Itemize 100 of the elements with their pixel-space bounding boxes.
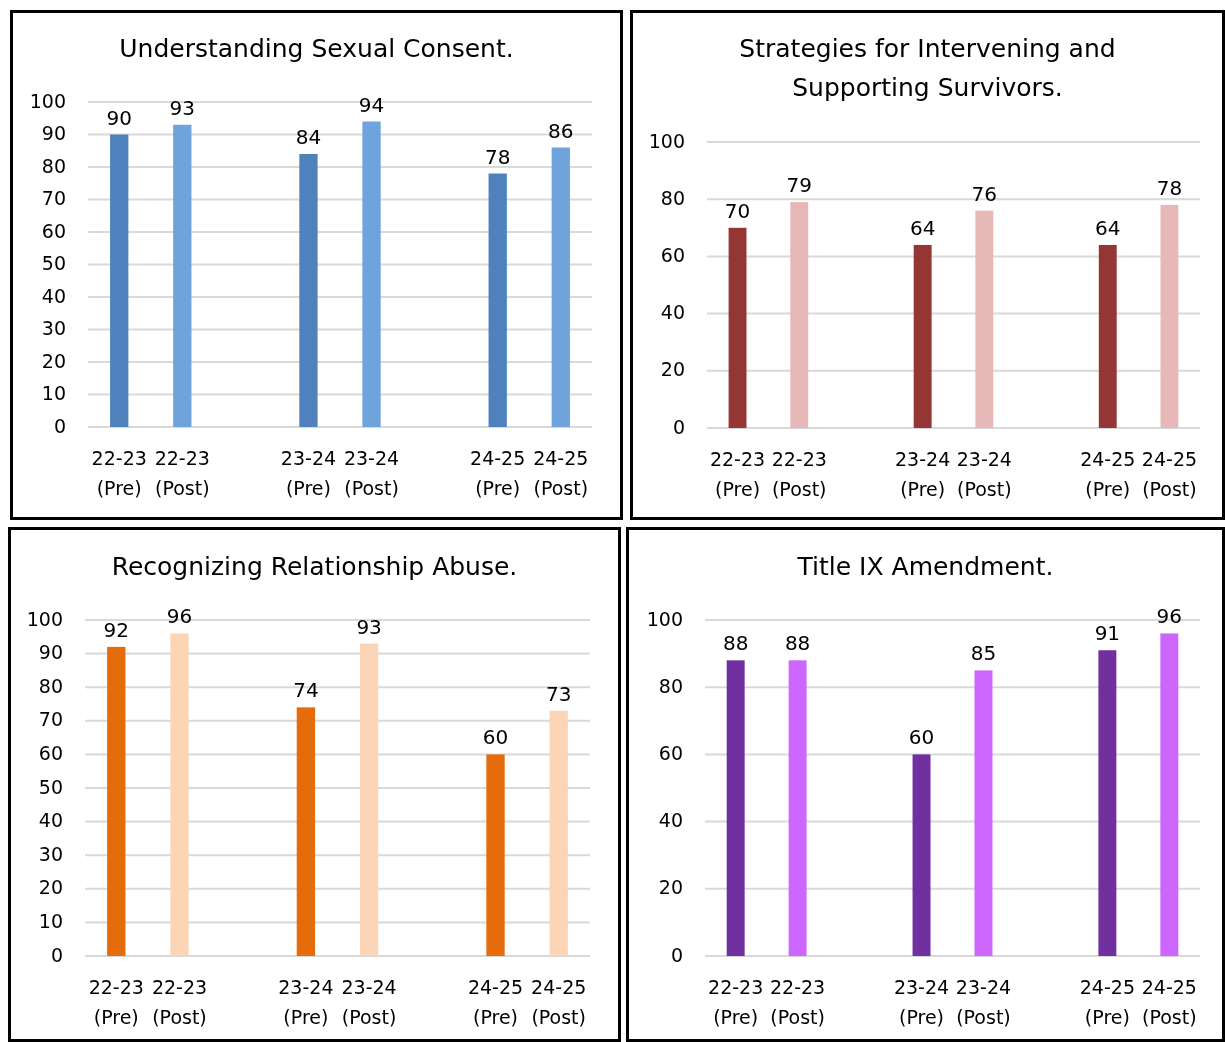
y-tick-label: 20 — [658, 876, 683, 899]
y-tick-label: 30 — [41, 317, 66, 339]
data-label: 93 — [356, 614, 382, 639]
data-label: 64 — [909, 215, 936, 240]
y-tick-label: 0 — [672, 415, 685, 438]
bar — [913, 244, 932, 428]
data-label: 90 — [106, 105, 132, 130]
y-tick-label: 0 — [53, 414, 66, 437]
data-label: 64 — [1095, 215, 1121, 240]
y-tick-label: 40 — [660, 301, 685, 324]
y-tick-label: 80 — [658, 674, 683, 697]
x-tick-label: 22-23 (Post) — [154, 447, 210, 499]
data-label: 79 — [786, 173, 812, 198]
data-label: 70 — [724, 198, 751, 223]
data-label: 76 — [971, 181, 998, 206]
y-tick-label: 100 — [26, 607, 63, 630]
x-tick-label: 22-23 (Pre) — [88, 976, 144, 1028]
bar — [549, 710, 568, 956]
y-tick-label: 100 — [646, 607, 683, 630]
x-tick-label: 23-24 (Post) — [341, 976, 397, 1028]
y-tick-label: 100 — [29, 89, 66, 112]
y-tick-label: 80 — [660, 186, 685, 209]
data-label: 73 — [545, 681, 572, 706]
y-tick-label: 0 — [50, 943, 63, 966]
x-tick-label: 23-24 (Pre) — [895, 448, 951, 500]
y-tick-label: 50 — [41, 252, 66, 274]
bar — [296, 707, 316, 956]
bar — [362, 121, 381, 427]
bar — [726, 660, 745, 956]
data-label: 88 — [784, 631, 811, 656]
bar — [788, 660, 807, 956]
data-label: 60 — [908, 725, 935, 750]
y-tick-label: 0 — [670, 943, 683, 966]
y-tick-label: 70 — [41, 187, 66, 209]
y-tick-label: 50 — [38, 775, 63, 798]
bar — [1160, 633, 1179, 956]
data-label: 91 — [1094, 621, 1121, 646]
bar — [1098, 650, 1117, 956]
y-tick-label: 20 — [41, 349, 66, 372]
x-tick-label: 22-23 (Post) — [151, 976, 208, 1028]
bar — [1160, 204, 1179, 428]
bar — [486, 754, 505, 956]
x-tick-label: 24-25 (Post) — [531, 976, 587, 1028]
data-label: 86 — [548, 118, 574, 143]
bar — [299, 154, 318, 427]
x-tick-label: 23-24 (Pre) — [280, 447, 337, 499]
x-tick-label: 24-25 (Pre) — [1080, 448, 1136, 500]
y-tick-label: 80 — [38, 674, 63, 697]
x-tick-label: 22-23 (Pre) — [91, 447, 147, 499]
data-label: 74 — [293, 678, 319, 703]
y-tick-label: 100 — [648, 129, 685, 152]
y-tick-label: 10 — [38, 909, 63, 932]
bar — [974, 670, 993, 956]
data-label: 93 — [169, 95, 196, 120]
bar — [728, 227, 747, 428]
data-label: 96 — [166, 604, 193, 629]
bar — [488, 173, 507, 427]
x-tick-label: 23-24 (Pre) — [893, 976, 950, 1028]
bar — [790, 202, 809, 428]
y-tick-label: 80 — [41, 154, 66, 177]
x-tick-label: 24-25 (Pre) — [1079, 976, 1135, 1028]
x-tick-label: 23-24 (Pre) — [278, 976, 334, 1028]
chart-title: Understanding Sexual Consent. — [119, 34, 514, 63]
y-tick-label: 60 — [660, 243, 685, 266]
x-tick-label: 22-23 (Post) — [771, 448, 827, 500]
x-tick-label: 23-24 (Post) — [343, 447, 400, 499]
y-tick-label: 20 — [660, 358, 685, 381]
data-label: 84 — [295, 125, 322, 149]
chart-title: Recognizing Relationship Abuse. — [111, 552, 518, 581]
bar — [551, 147, 570, 427]
bar — [107, 646, 126, 956]
bar — [912, 754, 931, 956]
bar — [110, 134, 129, 427]
chart-title: Strategies for Intervening and Supporting Survivors. — [739, 34, 1116, 102]
data-label: 78 — [484, 144, 511, 169]
data-label: 92 — [103, 617, 130, 642]
bar — [170, 633, 189, 956]
y-tick-label: 30 — [38, 842, 63, 865]
y-tick-label: 60 — [658, 741, 683, 764]
y-tick-label: 40 — [658, 809, 683, 832]
bar — [359, 643, 379, 956]
y-tick-label: 40 — [38, 809, 63, 832]
x-tick-label: 24-25 (Pre) — [467, 976, 524, 1028]
y-tick-label: 60 — [38, 741, 63, 764]
data-label: 96 — [1156, 604, 1183, 629]
bar — [173, 124, 192, 427]
y-tick-label: 20 — [38, 876, 63, 899]
x-tick-label: 24-25 (Post) — [1141, 976, 1197, 1028]
x-tick-label: 22-23 (Post) — [770, 976, 826, 1028]
x-tick-label: 23-24 (Post) — [956, 448, 1012, 500]
x-tick-label: 23-24 (Post) — [955, 976, 1012, 1028]
data-label: 60 — [482, 725, 509, 750]
data-label: 85 — [970, 641, 997, 666]
data-label: 78 — [1156, 175, 1183, 200]
x-tick-label: 24-25 (Post) — [533, 447, 589, 499]
chart-title: Title IX Amendment. — [796, 552, 1054, 581]
y-tick-label: 10 — [41, 382, 66, 404]
bar — [975, 210, 994, 428]
y-tick-label: 70 — [38, 708, 63, 731]
y-tick-label: 90 — [41, 122, 66, 144]
